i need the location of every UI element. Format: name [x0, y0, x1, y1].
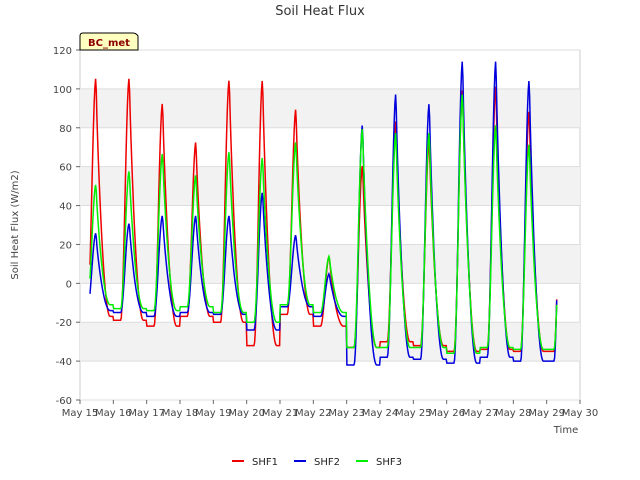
y-tick-label: 20	[59, 240, 72, 251]
x-tick-label: May 15	[62, 408, 99, 419]
grid-band	[80, 88, 580, 128]
legend-label-shf2: SHF2	[314, 457, 340, 468]
x-tick-label: May 16	[95, 408, 132, 419]
y-tick-label: 100	[53, 85, 72, 96]
x-tick-label: May 26	[428, 408, 465, 419]
legend-label-shf1: SHF1	[252, 457, 278, 468]
legend: SHF1 SHF2 SHF3	[232, 457, 402, 468]
y-axis: -60 -40 -20 0 20 40 60 80 100 120	[53, 46, 80, 407]
series-line-shf2	[89, 61, 558, 366]
x-tick-label: May 28	[495, 408, 532, 419]
x-tick-label: May 24	[362, 408, 399, 419]
y-axis-label: Soil Heat Flux (W/m2)	[10, 170, 21, 279]
grid-band	[80, 166, 580, 206]
x-tick-label: May 23	[328, 408, 365, 419]
series-lines	[89, 61, 558, 366]
y-tick-label: 60	[59, 163, 72, 174]
y-tick-label: 40	[59, 202, 72, 213]
legend-label-shf3: SHF3	[376, 457, 402, 468]
badge-label: BC_met	[88, 38, 130, 49]
badge-box	[79, 32, 139, 51]
x-tick-label: May 17	[128, 408, 165, 419]
x-tick-label: May 22	[295, 408, 332, 419]
chart-title: Soil Heat Flux	[275, 4, 365, 19]
x-tick-label: May 25	[395, 408, 432, 419]
y-tick-label: 0	[66, 279, 72, 290]
bc-met-badge: BC_met	[79, 32, 139, 51]
y-tick-label: -20	[56, 318, 72, 329]
y-tick-label: -60	[56, 396, 72, 407]
x-tick-label: May 18	[162, 408, 199, 419]
y-tick-label: 120	[53, 46, 72, 57]
y-tick-label: 80	[59, 124, 72, 135]
x-tick-label: May 29	[528, 408, 565, 419]
x-tick-label: May 27	[462, 408, 499, 419]
x-tick-label: May 19	[195, 408, 232, 419]
series-line-shf3	[89, 94, 558, 355]
x-axis-label: Time	[553, 425, 578, 436]
grid-band	[80, 322, 580, 362]
y-tick-label: -40	[56, 357, 72, 368]
x-tick-label: May 20	[228, 408, 265, 419]
x-tick-label: May 21	[262, 408, 299, 419]
x-tick-label: May 30	[562, 408, 599, 419]
